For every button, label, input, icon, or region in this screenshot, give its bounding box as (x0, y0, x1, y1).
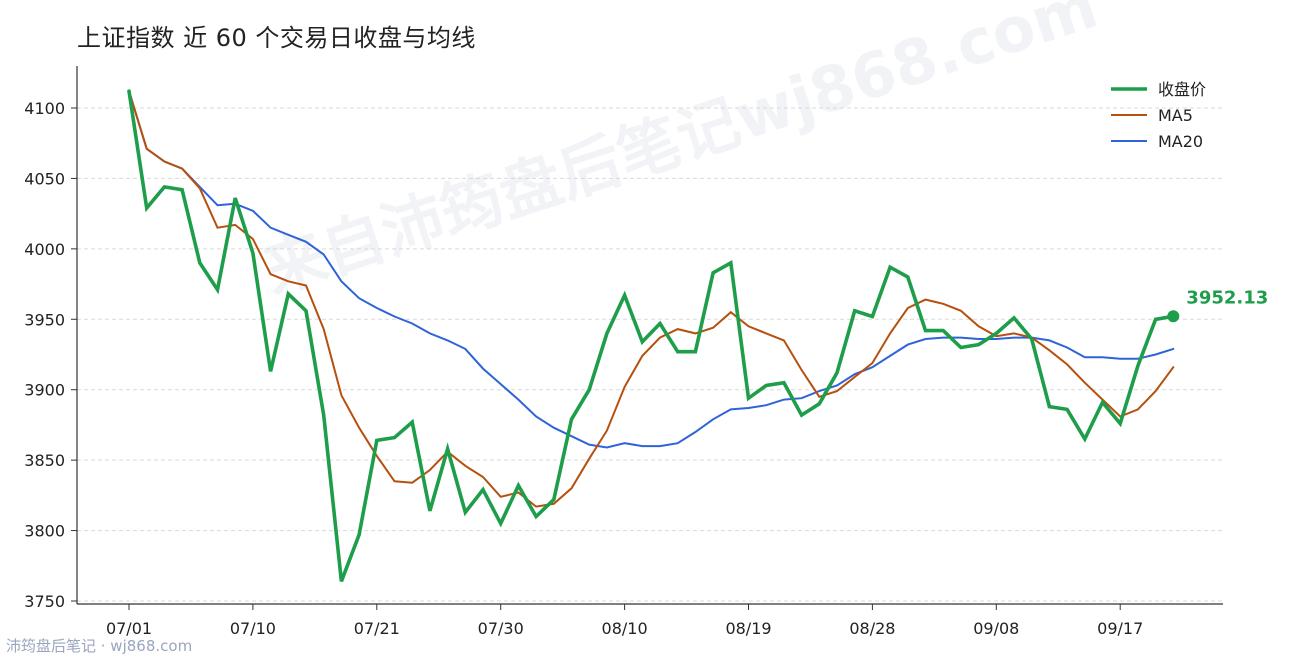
x-tick-label: 09/17 (1097, 619, 1143, 638)
x-tick-label: 08/10 (602, 619, 648, 638)
legend-label: MA5 (1158, 106, 1193, 125)
x-tick-label: 07/10 (230, 619, 276, 638)
last-close-marker (1167, 310, 1180, 323)
y-tick-label: 3750 (24, 592, 65, 611)
legend-label: 收盘价 (1158, 80, 1206, 99)
x-tick-label: 09/08 (973, 619, 1019, 638)
ma20-line (128, 90, 1175, 449)
last-close-label: 3952.13 (1186, 287, 1268, 308)
x-tick-label: 08/19 (725, 619, 771, 638)
x-tick-label: 08/28 (849, 619, 895, 638)
y-tick-label: 3900 (24, 381, 65, 400)
x-tick-label: 07/21 (354, 619, 400, 638)
legend-label: MA20 (1158, 132, 1203, 151)
chart-title: 上证指数 近 60 个交易日收盘与均线 (77, 24, 476, 52)
y-tick-label: 3800 (24, 522, 65, 541)
y-tick-label: 3850 (24, 451, 65, 470)
x-tick-label: 07/01 (106, 619, 152, 638)
y-tick-label: 4000 (24, 240, 65, 259)
y-tick-label: 4100 (24, 99, 65, 118)
y-tick-label: 3950 (24, 310, 65, 329)
y-tick-label: 4050 (24, 169, 65, 188)
ma5-line (128, 90, 1175, 508)
x-tick-label: 07/30 (478, 619, 524, 638)
close-price-line (127, 89, 1176, 582)
footer-watermark: 沛筠盘后笔记 · wj868.com (6, 637, 193, 655)
